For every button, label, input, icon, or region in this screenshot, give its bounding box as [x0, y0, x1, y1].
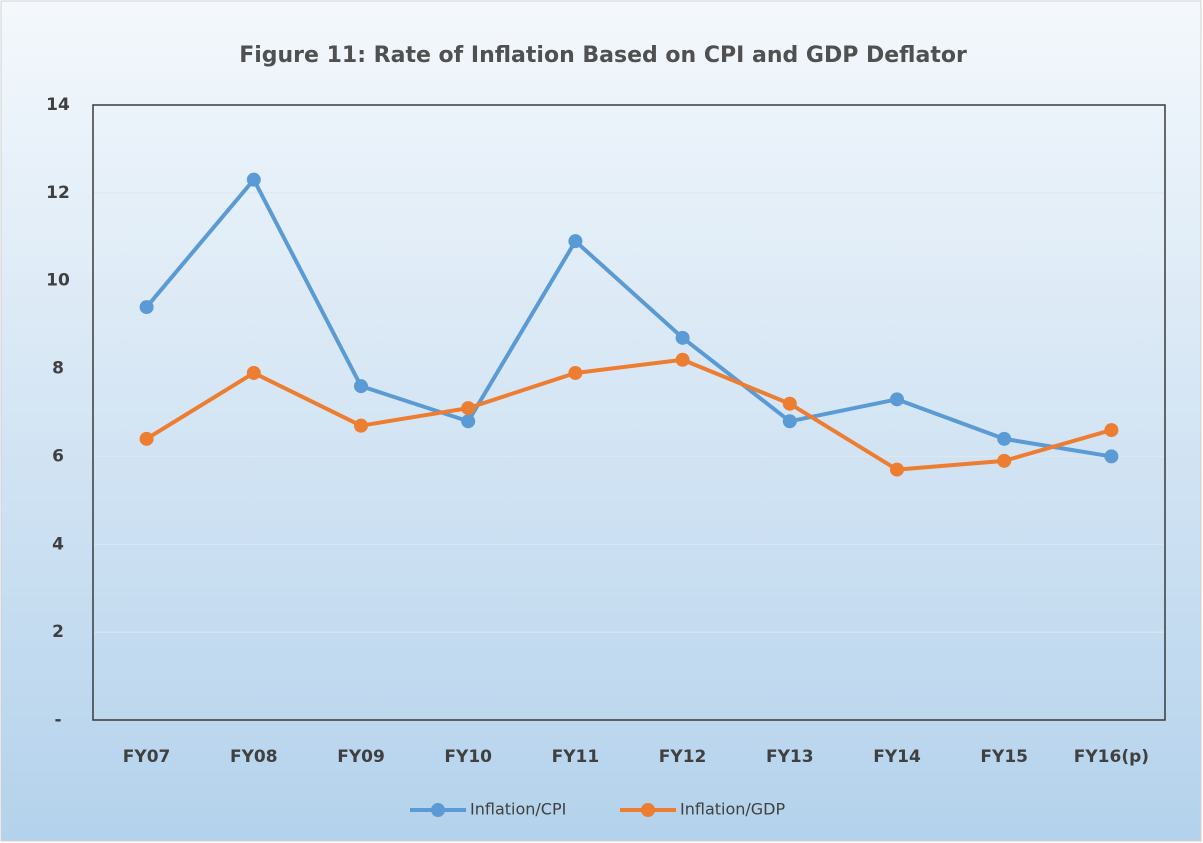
- data-point: [461, 414, 476, 429]
- data-point: [675, 352, 690, 367]
- x-tick-label: FY07: [123, 747, 171, 767]
- data-point: [246, 172, 261, 187]
- series-line: [145, 357, 1112, 472]
- data-point: [890, 392, 904, 407]
- plot-border: [92, 104, 1166, 721]
- legend-marker: [431, 803, 445, 817]
- x-tick-label: FY11: [552, 747, 600, 767]
- data-point: [782, 396, 797, 411]
- data-point: [997, 431, 1012, 446]
- data-point: [139, 300, 154, 315]
- legend-marker: [641, 803, 655, 817]
- series-line: [145, 177, 1112, 459]
- x-tick-label: FY15: [980, 747, 1028, 767]
- y-tick-label: 2: [52, 622, 64, 642]
- data-point: [1104, 449, 1119, 464]
- y-tick-label: 6: [52, 446, 64, 466]
- chart-title: Figure 11: Rate of Inflation Based on CP…: [239, 43, 967, 68]
- data-point: [1104, 423, 1119, 438]
- data-point: [246, 365, 261, 380]
- y-tick-label: 4: [52, 534, 64, 554]
- x-tick-label: FY14: [873, 747, 921, 767]
- y-tick-label: 14: [46, 95, 70, 115]
- x-tick-label: FY12: [659, 747, 707, 767]
- data-point: [354, 418, 368, 433]
- x-tick-label: FY13: [766, 747, 814, 767]
- data-point: [139, 431, 154, 446]
- data-point: [782, 414, 797, 429]
- data-point: [890, 462, 904, 477]
- data-point: [568, 365, 583, 380]
- data-point: [461, 401, 476, 416]
- x-tick-label: FY08: [230, 747, 278, 767]
- x-tick-label: FY09: [337, 747, 385, 767]
- y-tick-label: 8: [52, 359, 64, 379]
- y-tick-label: 12: [46, 183, 70, 203]
- data-point: [354, 379, 368, 394]
- y-tick-label: 10: [46, 271, 70, 291]
- legend-label: Inflation/CPI: [470, 800, 566, 819]
- legend-label: Inflation/GDP: [680, 800, 786, 819]
- y-tick-label: -: [54, 710, 61, 730]
- data-point: [568, 234, 583, 249]
- data-point: [997, 453, 1012, 468]
- x-tick-label: FY10: [444, 747, 492, 767]
- x-tick-label: FY16(p): [1074, 747, 1149, 767]
- data-point: [675, 330, 690, 345]
